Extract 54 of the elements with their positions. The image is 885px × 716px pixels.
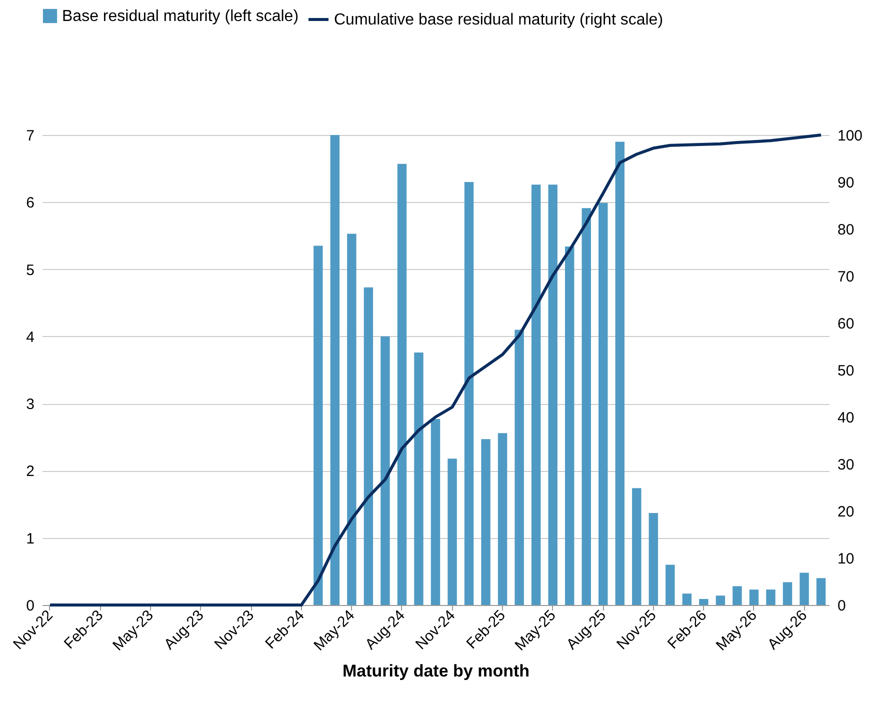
y2-tick-label: 50 bbox=[838, 362, 854, 380]
y2-tick-label: 10 bbox=[838, 550, 854, 568]
bar bbox=[430, 419, 440, 605]
y-tick-label: 7 bbox=[26, 128, 34, 144]
bar bbox=[414, 352, 424, 605]
y-tick-label: 2 bbox=[26, 463, 34, 480]
bar bbox=[732, 586, 742, 605]
bar bbox=[481, 439, 490, 605]
legend-label: Base residual maturity (left scale) bbox=[62, 8, 299, 25]
bar bbox=[699, 598, 708, 605]
y2-tick-label: 30 bbox=[838, 456, 854, 474]
bar bbox=[632, 488, 642, 605]
bar bbox=[800, 572, 809, 605]
y2-tick-label: 20 bbox=[838, 504, 854, 520]
bar bbox=[615, 142, 624, 605]
bar bbox=[682, 594, 692, 605]
y-tick-label: 1 bbox=[26, 530, 34, 548]
y2-tick-label: 0 bbox=[838, 598, 846, 614]
bar bbox=[749, 590, 759, 605]
y2-tick-label: 90 bbox=[838, 174, 854, 192]
bar bbox=[782, 582, 792, 605]
bar bbox=[464, 182, 474, 605]
y2-tick-label: 70 bbox=[838, 268, 854, 286]
y2-tick-label: 60 bbox=[838, 316, 854, 332]
bar bbox=[347, 234, 356, 605]
x-axis-title: Maturity date by month bbox=[342, 662, 530, 681]
bar bbox=[531, 184, 541, 605]
y-tick-label: 6 bbox=[26, 194, 34, 212]
bar bbox=[666, 564, 675, 605]
bar bbox=[548, 184, 558, 605]
bar bbox=[716, 596, 726, 605]
bar bbox=[448, 458, 457, 605]
bar bbox=[397, 164, 407, 605]
bar bbox=[514, 330, 524, 605]
y-tick-label: 3 bbox=[26, 396, 34, 414]
y2-tick-label: 80 bbox=[838, 222, 854, 238]
line-series bbox=[48, 134, 823, 606]
bar bbox=[330, 135, 340, 605]
bar bbox=[498, 433, 508, 605]
bar bbox=[582, 208, 591, 605]
y-tick-label: 0 bbox=[26, 598, 34, 614]
y-tick-label: 5 bbox=[26, 262, 34, 279]
bar bbox=[564, 246, 574, 605]
legend-label: Cumulative base residual maturity (right scale) bbox=[334, 12, 664, 28]
bar bbox=[598, 202, 608, 605]
bar bbox=[766, 590, 776, 605]
bar bbox=[380, 336, 390, 605]
bar bbox=[816, 578, 826, 605]
bar bbox=[648, 513, 658, 605]
y-tick-label: 4 bbox=[26, 328, 34, 346]
y2-tick-label: 40 bbox=[838, 410, 854, 426]
bar bbox=[364, 287, 374, 605]
bar bbox=[314, 246, 323, 605]
y2-tick-label: 100 bbox=[838, 128, 863, 144]
